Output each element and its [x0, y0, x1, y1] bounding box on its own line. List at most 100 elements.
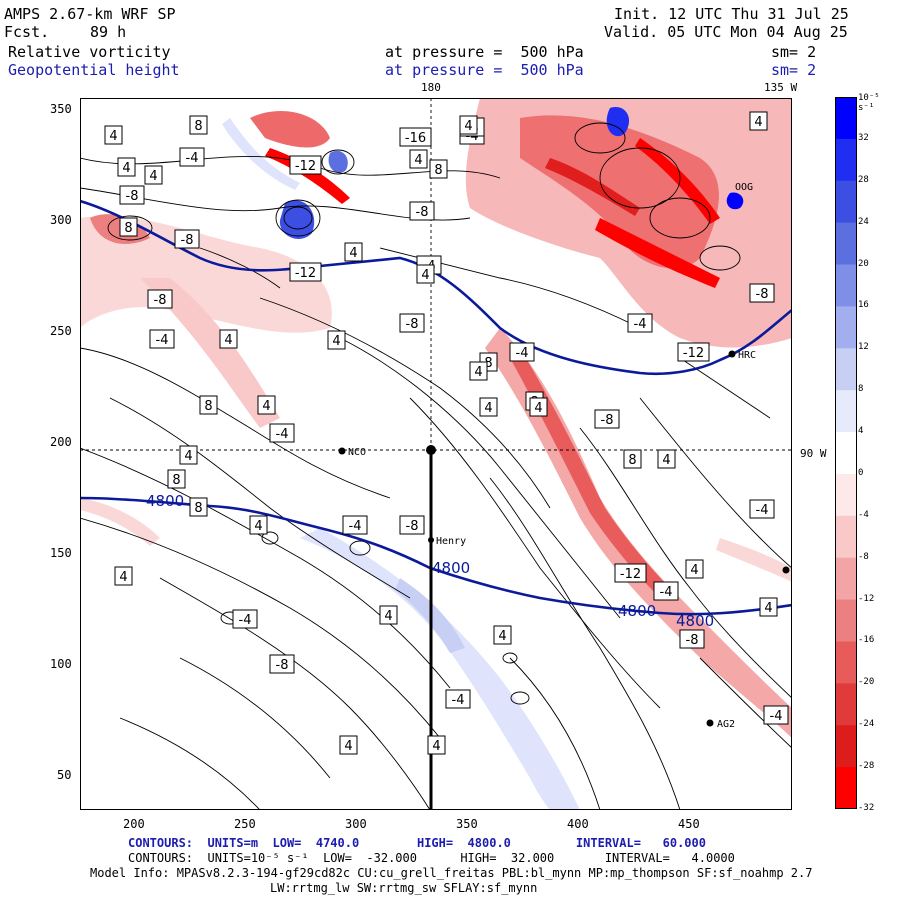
svg-text:4: 4 [690, 563, 698, 578]
colorbar-tick-label: -12 [858, 593, 875, 604]
svg-text:-12: -12 [295, 159, 316, 174]
vorticity-contour-label: -4 [232, 609, 258, 629]
vorticity-contour-label: 4 [327, 330, 346, 350]
vorticity-contour-label: 8 [623, 449, 642, 469]
svg-text:-4: -4 [239, 613, 252, 628]
station-label-hrc: HRC [738, 350, 756, 361]
svg-text:4: 4 [754, 115, 762, 130]
forecast-hours: 89 h [90, 23, 127, 41]
svg-text:4: 4 [421, 268, 429, 283]
svg-text:4: 4 [484, 401, 492, 416]
colorbar-tick-label: -16 [858, 635, 875, 646]
colorbar-tick-label: -28 [858, 761, 875, 772]
svg-text:-4: -4 [276, 427, 289, 442]
colorbar-cell [835, 725, 857, 768]
vorticity-contour-label: -4 [342, 515, 368, 535]
svg-text:4: 4 [262, 399, 270, 414]
colorbar-cell [835, 138, 857, 182]
vorticity-contour-label: 4 [344, 242, 363, 262]
vorticity-contour-label: 4 [493, 625, 512, 645]
svg-text:8: 8 [204, 399, 212, 414]
vorticity-contour-label: -4 [653, 581, 679, 601]
svg-text:4: 4 [119, 570, 127, 585]
x-tick-label: 400 [567, 817, 589, 831]
colorbar-tick-label: 24 [858, 216, 869, 227]
pos-vorticity-patch-northeast [606, 107, 630, 137]
lat-90w-label: 90 W [800, 447, 827, 460]
vorticity-contour-label: 8 [119, 217, 138, 237]
colorbar-cell [835, 599, 857, 642]
vorticity-contour-label: -8 [594, 409, 620, 429]
svg-text:-4: -4 [186, 151, 199, 166]
vorticity-contour-label: 4 [479, 397, 498, 417]
svg-text:-4: -4 [156, 333, 169, 348]
station-dot [426, 445, 436, 455]
vorticity-contour-label: -8 [399, 515, 425, 535]
neg-vorticity-band-diagonal-core [510, 348, 670, 598]
colorbar-cell [835, 767, 857, 809]
svg-text:-12: -12 [683, 346, 704, 361]
y-tick-label: 350 [50, 102, 72, 116]
field2-level: at pressure = 500 hPa [385, 61, 584, 79]
svg-text:4: 4 [662, 453, 670, 468]
colorbar-tick-label: 4 [858, 426, 864, 437]
svg-text:-8: -8 [126, 189, 139, 204]
vorticity-labels: 48-4-8-12-16-448-84-4-884-44-12-848-4-84… [104, 111, 789, 755]
neg-vorticity-band-west [140, 278, 280, 428]
svg-text:-4: -4 [349, 519, 362, 534]
vorticity-contour-label: 8 [189, 115, 208, 135]
forecast-label: Fcst. [4, 23, 50, 41]
vorticity-contour-label: -8 [399, 313, 425, 333]
station-label-oog: OOG [735, 182, 753, 193]
svg-text:4: 4 [464, 119, 472, 134]
svg-text:-4: -4 [634, 317, 647, 332]
colorbar-tick-label: -8 [858, 551, 869, 562]
svg-text:8: 8 [484, 356, 492, 371]
x-tick-label: 450 [678, 817, 700, 831]
colorbar-cell [835, 432, 857, 475]
svg-text:-12: -12 [295, 266, 316, 281]
vorticity-contour-label: -8 [679, 629, 705, 649]
y-tick-label: 50 [57, 768, 72, 782]
vorticity-contour-label: -12 [289, 262, 322, 282]
y-tick-label: 300 [50, 213, 72, 227]
colorbar-cell [835, 683, 857, 726]
neg-vorticity-region-northwest [80, 215, 332, 333]
svg-text:4: 4 [344, 739, 352, 754]
x-tick-label: 350 [456, 817, 478, 831]
vorticity-map: NCO Henry AG2 HRC OOG 4800 4800 4800 480… [80, 98, 792, 810]
y-tick-label: 200 [50, 435, 72, 449]
vorticity-contour-label: 4 [759, 597, 778, 617]
y-tick-label: 250 [50, 324, 72, 338]
vorticity-contour-label: 4 [114, 566, 133, 586]
colorbar-cell [835, 473, 857, 517]
svg-text:-8: -8 [181, 233, 194, 248]
vorticity-contour-label: -8 [174, 229, 200, 249]
station-label-nco: NCO [348, 447, 366, 458]
vorticity-contour-label: 8 [167, 469, 186, 489]
vorticity-contour-label: 8 [429, 159, 448, 179]
pos-vortex-2 [328, 150, 348, 173]
colorbar-cell [835, 180, 857, 224]
neg-vortex-1 [250, 110, 330, 148]
vorticity-contour-label: -12 [677, 342, 710, 362]
vorticity-contour-label: -4 [763, 705, 789, 725]
svg-text:8: 8 [194, 501, 202, 516]
vorticity-contour-label: -4 [269, 423, 295, 443]
colorbar-tick-label: -4 [858, 509, 869, 520]
vorticity-contour-label: -4 [627, 313, 653, 333]
colorbar-tick-label: 8 [858, 384, 864, 395]
vorticity-contour-label: -8 [147, 289, 173, 309]
vorticity-contour-label: -4 [179, 147, 205, 167]
vorticity-contour-label: 4 [409, 149, 428, 169]
colorbar-tick-label: -20 [858, 677, 875, 688]
colorbar-cell [835, 641, 857, 684]
vorticity-contour-label: 4 [339, 735, 358, 755]
svg-text:4: 4 [414, 153, 422, 168]
svg-text:-8: -8 [601, 413, 614, 428]
vorticity-contour-label: -16 [399, 127, 432, 147]
vorticity-contour-label: 4 [117, 157, 136, 177]
model-title: AMPS 2.67-km WRF SP [4, 5, 176, 23]
neg-vorticity-streak-3 [545, 158, 640, 216]
svg-text:-4: -4 [516, 346, 529, 361]
